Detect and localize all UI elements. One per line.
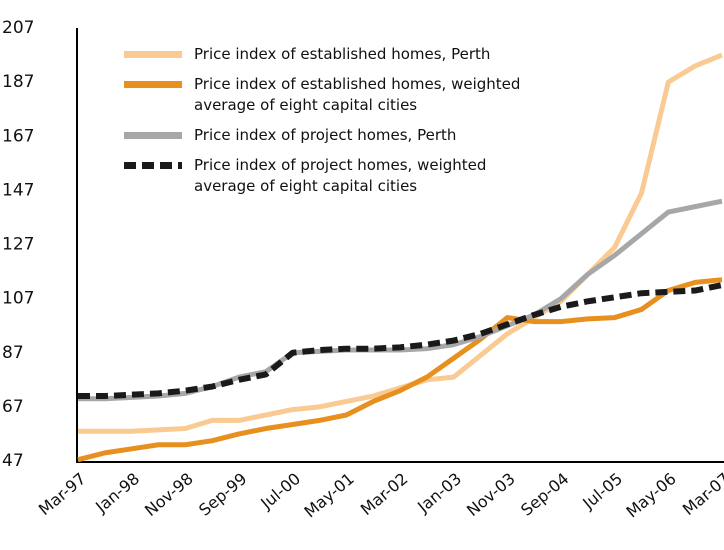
x-tick-label: Jan-03 <box>413 469 465 517</box>
y-tick-label: 107 <box>2 289 34 309</box>
legend-swatch <box>124 162 182 169</box>
y-tick-label: 167 <box>2 126 34 146</box>
x-tick-label: Nov-03 <box>463 469 519 520</box>
legend-label: Price index of established homes, Perth <box>194 45 491 63</box>
legend-label: Price index of project homes, Perth <box>194 126 457 144</box>
x-tick-label: Sep-04 <box>517 469 572 520</box>
x-tick-label: Jul-05 <box>578 469 626 513</box>
x-tick-label: Nov-98 <box>141 469 197 520</box>
y-tick-label: 187 <box>2 72 34 92</box>
x-tick-label: Sep-99 <box>195 469 250 520</box>
y-tick-label: 147 <box>2 180 34 200</box>
line-series <box>77 277 723 463</box>
y-tick-label: 67 <box>2 397 24 417</box>
legend-swatch <box>124 132 182 139</box>
legend-item: Price index of project homes, Perth <box>124 125 524 146</box>
legend-label: Price index of established homes, weight… <box>194 75 521 114</box>
legend-item: Price index of established homes, weight… <box>124 74 524 116</box>
legend-item: Price index of project homes, weighted a… <box>124 155 524 197</box>
x-tick-label: Jan-98 <box>91 469 143 517</box>
legend-item: Price index of established homes, Perth <box>124 44 524 65</box>
x-tick-label: May-01 <box>300 469 357 521</box>
legend-swatch <box>124 81 182 88</box>
x-tick-label: Mar-02 <box>357 469 412 519</box>
x-tick-label: Mar-07 <box>679 469 724 519</box>
line-series <box>78 282 723 400</box>
y-tick-label: 127 <box>2 235 34 255</box>
legend-label: Price index of project homes, weighted a… <box>194 156 487 195</box>
x-tick-label: Mar-97 <box>35 469 90 519</box>
x-tick-label: May-06 <box>622 469 679 521</box>
legend: Price index of established homes, Perth P… <box>124 44 524 206</box>
legend-swatch <box>124 51 182 58</box>
y-tick-label: 207 <box>2 18 34 38</box>
x-tick-label: Jul-00 <box>256 469 304 513</box>
y-tick-label: 47 <box>2 451 24 471</box>
y-tick-label: 87 <box>2 343 24 363</box>
